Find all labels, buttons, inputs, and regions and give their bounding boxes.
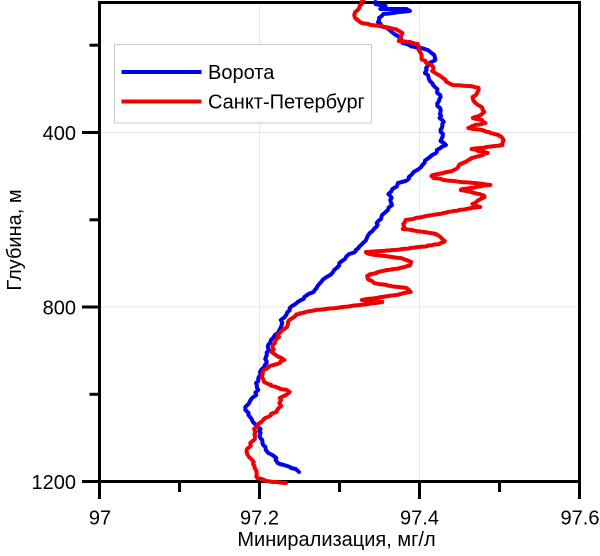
- svg-text:97.6: 97.6: [561, 508, 600, 530]
- svg-text:800: 800: [43, 298, 76, 320]
- svg-text:97.2: 97.2: [240, 508, 279, 530]
- svg-text:97: 97: [89, 508, 111, 530]
- svg-text:Глубина, м: Глубина, м: [4, 189, 26, 290]
- svg-text:97.4: 97.4: [400, 508, 439, 530]
- svg-text:1200: 1200: [32, 472, 77, 494]
- svg-text:400: 400: [43, 123, 76, 145]
- svg-text:Ворота: Ворота: [208, 62, 275, 84]
- svg-text:Санкт-Петербург: Санкт-Петербург: [208, 92, 365, 114]
- svg-text:Минирализация, мг/л: Минирализация, мг/л: [237, 529, 435, 551]
